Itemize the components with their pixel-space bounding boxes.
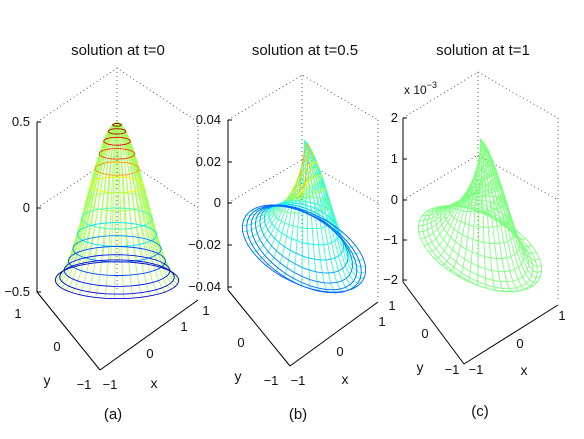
panel-c-z-exponent-power: −3 — [427, 80, 437, 90]
panel-b-ylabel: y — [235, 368, 242, 384]
panel-c-xtick-neg1: −1 — [469, 362, 484, 377]
panel-b-axes — [227, 74, 379, 367]
panel-c: solution at t=1 x 10−3 2 1 0 −1 −2 1 0 −… — [383, 42, 565, 420]
surface-ring-line — [250, 205, 358, 291]
panel-a-ytick-neg1: −1 — [77, 377, 92, 392]
panel-c-caption: (c) — [471, 403, 489, 420]
surface-ring-line — [54, 261, 180, 300]
panel-a-ztick-top: 0.5 — [12, 114, 30, 129]
panel-b-xlabel: x — [342, 371, 349, 387]
surface-ring-line — [76, 222, 158, 247]
panel-b-ytick-1: 1 — [202, 303, 209, 318]
panel-c-ytick-1: 1 — [388, 298, 395, 313]
panel-c-surface — [417, 138, 543, 293]
panel-b-ztick-0: 0 — [214, 195, 221, 210]
panel-b-ytick-neg1: −1 — [264, 373, 279, 388]
panel-b: solution at t=0.5 0.04 0.02 0 −0.02 −0.0… — [188, 42, 386, 423]
panel-a-xlabel: x — [151, 375, 158, 391]
panel-c-ytick-0: 0 — [421, 326, 428, 341]
panel-a-ylabel: y — [44, 372, 51, 388]
panel-c-ylabel: y — [417, 359, 424, 375]
surface-ring-line — [94, 161, 140, 176]
panel-c-ytick-neg1: −1 — [445, 362, 460, 377]
panel-b-surface — [241, 139, 367, 294]
surface-ring-line — [112, 123, 122, 127]
panel-a-axes — [36, 67, 199, 371]
panel-a-ztick-bottom: −0.5 — [4, 284, 30, 299]
surface-ring-line — [453, 195, 507, 213]
surface-ring-line — [255, 205, 353, 284]
panel-a-ztick-mid: 0 — [23, 200, 30, 215]
surface-ring-line — [268, 202, 340, 246]
panel-c-ztick-neg1: −1 — [383, 232, 398, 247]
panel-b-floor-axes — [227, 289, 379, 367]
surface-ring-line — [241, 204, 367, 293]
surface-ring-line — [85, 192, 149, 212]
panel-a-ytick-0: 0 — [53, 339, 60, 354]
panel-a-title: solution at t=0 — [71, 42, 165, 59]
panel-c-xtick-1: 1 — [558, 308, 565, 323]
surface-ring-line — [103, 136, 131, 146]
surface-ring-line — [63, 254, 171, 287]
surface-ring-line — [68, 246, 166, 276]
panel-b-ytick-0: 0 — [237, 335, 244, 350]
panel-b-xtick-0: 0 — [336, 344, 343, 359]
panel-a-caption: (a) — [104, 406, 122, 423]
panel-c-ztick-neg2: −2 — [383, 272, 398, 287]
panel-b-caption: (b) — [289, 406, 307, 423]
surface-ring-line — [426, 205, 534, 290]
surface-ring-line — [107, 128, 127, 135]
panel-c-xlabel: x — [521, 362, 528, 378]
panel-c-z-exponent: x 10−3 — [404, 80, 437, 97]
panel-b-xtick-neg1: −1 — [291, 373, 306, 388]
surface-radial-line — [303, 140, 346, 293]
panel-b-ztick-neg0.02: −0.02 — [188, 237, 221, 252]
panel-c-z-exponent-base: x 10 — [404, 83, 427, 97]
surface-ring-line — [422, 205, 538, 293]
panel-b-xtick-1: 1 — [378, 314, 385, 329]
panel-c-ztick-2: 2 — [391, 110, 398, 125]
surface-ring-line — [259, 204, 349, 274]
panel-c-axes — [402, 71, 559, 365]
surface-ring-line — [294, 150, 314, 198]
panel-a-floor-axes — [36, 291, 199, 371]
panel-c-ztick-0: 0 — [391, 192, 398, 207]
panel-a-xtick-0: 0 — [146, 346, 153, 361]
panel-b-ztick-0.04: 0.04 — [196, 112, 221, 127]
panel-a-ytick-1: 1 — [14, 306, 21, 321]
panel-b-title: solution at t=0.5 — [252, 42, 358, 59]
panel-b-ztick-0.02: 0.02 — [196, 154, 221, 169]
panel-a-xtick-1: 1 — [180, 319, 187, 334]
panel-c-ztick-1: 1 — [391, 151, 398, 166]
panel-a-xtick-neg1: −1 — [103, 377, 118, 392]
surface-ring-line — [448, 199, 512, 228]
panel-c-title: solution at t=1 — [436, 42, 530, 59]
panel-c-xtick-0: 0 — [516, 336, 523, 351]
panel-b-ztick-neg0.04: −0.04 — [188, 279, 221, 294]
surface-ring-line — [417, 205, 543, 292]
surface-ring-line — [81, 207, 153, 230]
panel-c-floor-axes — [402, 281, 559, 365]
panel-a: solution at t=0 0.5 0 −0.5 1 0 −1 −1 0 1… — [4, 42, 199, 423]
surface-ring-line — [98, 148, 136, 160]
surface-ring-line — [299, 143, 309, 198]
panel-a-surface — [54, 121, 180, 300]
